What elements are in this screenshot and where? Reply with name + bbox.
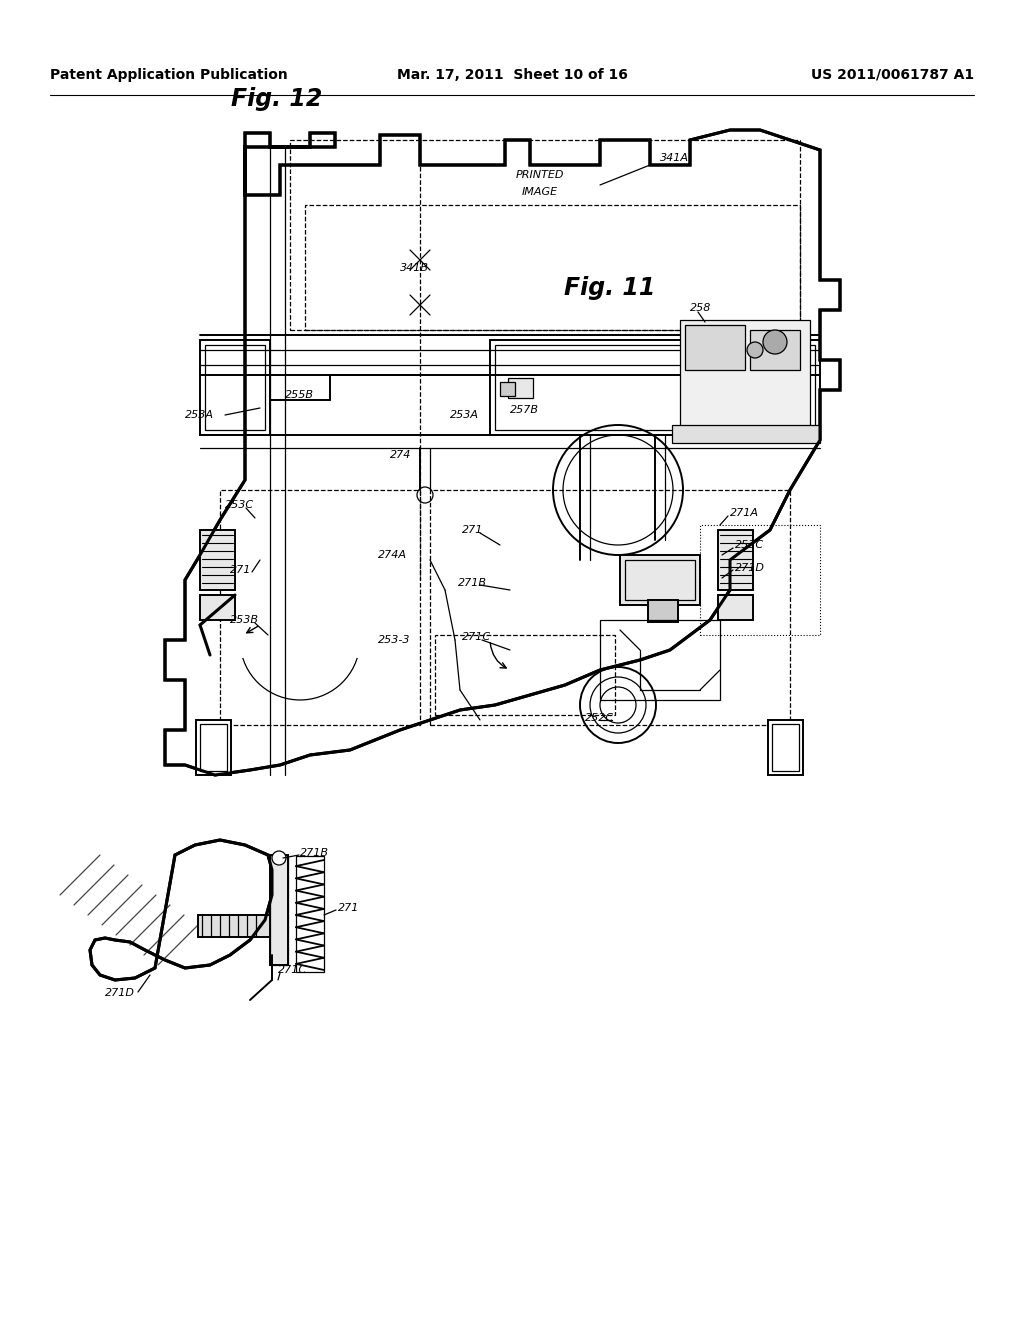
Bar <box>685 325 745 370</box>
Bar <box>648 601 678 622</box>
Text: 253C: 253C <box>735 540 764 550</box>
Bar <box>290 140 800 330</box>
Text: 271B: 271B <box>300 847 329 858</box>
Text: 271: 271 <box>230 565 251 576</box>
Polygon shape <box>165 129 840 775</box>
Text: 253-3: 253-3 <box>378 635 411 645</box>
Text: US 2011/0061787 A1: US 2011/0061787 A1 <box>811 69 974 82</box>
Text: 253B: 253B <box>230 615 259 624</box>
Text: 271: 271 <box>462 525 483 535</box>
Bar <box>435 635 615 715</box>
Bar <box>620 554 700 605</box>
Circle shape <box>763 330 787 354</box>
Text: Fig. 11: Fig. 11 <box>563 276 655 300</box>
Polygon shape <box>90 840 272 979</box>
Bar <box>600 620 720 700</box>
Bar <box>200 341 270 436</box>
Bar <box>270 855 288 965</box>
Bar <box>672 425 820 444</box>
Bar <box>718 531 753 590</box>
Bar <box>196 719 231 775</box>
Text: 271: 271 <box>338 903 359 913</box>
Bar <box>490 341 820 436</box>
Text: 253A: 253A <box>185 411 214 420</box>
Bar <box>500 381 515 396</box>
Bar <box>205 345 265 430</box>
Text: 258: 258 <box>690 304 712 313</box>
Bar <box>200 531 234 590</box>
Bar <box>625 560 695 601</box>
Bar <box>718 595 753 620</box>
Bar <box>772 723 799 771</box>
Bar <box>508 378 534 399</box>
Text: 274A: 274A <box>378 550 407 560</box>
Bar <box>200 595 234 620</box>
Text: 271D: 271D <box>735 564 765 573</box>
Text: 255B: 255B <box>285 389 314 400</box>
Text: 271C: 271C <box>278 965 307 975</box>
Bar <box>768 719 803 775</box>
Bar <box>430 490 790 725</box>
Text: 252C: 252C <box>585 713 614 723</box>
Text: Mar. 17, 2011  Sheet 10 of 16: Mar. 17, 2011 Sheet 10 of 16 <box>396 69 628 82</box>
Bar <box>495 345 815 430</box>
Bar <box>305 205 800 330</box>
Text: PRINTED: PRINTED <box>516 170 564 180</box>
Bar <box>198 915 273 937</box>
Text: 341B: 341B <box>400 263 429 273</box>
Bar <box>220 490 420 725</box>
Bar <box>200 723 227 771</box>
Text: 271B: 271B <box>458 578 487 587</box>
Circle shape <box>746 342 763 358</box>
Text: IMAGE: IMAGE <box>522 187 558 197</box>
Text: 341A: 341A <box>660 153 689 162</box>
Text: 253C: 253C <box>225 500 254 510</box>
Text: Fig. 12: Fig. 12 <box>230 87 323 111</box>
Text: 271D: 271D <box>105 987 135 998</box>
Text: 271C: 271C <box>462 632 492 642</box>
Bar <box>680 319 810 430</box>
Text: 253A: 253A <box>450 411 479 420</box>
Bar <box>270 855 288 965</box>
Text: 274: 274 <box>390 450 412 459</box>
Text: 271A: 271A <box>730 508 759 517</box>
Text: 257B: 257B <box>510 405 539 414</box>
Text: Patent Application Publication: Patent Application Publication <box>50 69 288 82</box>
Circle shape <box>272 851 286 865</box>
Bar <box>750 330 800 370</box>
Bar <box>700 525 820 635</box>
Bar <box>296 855 324 972</box>
